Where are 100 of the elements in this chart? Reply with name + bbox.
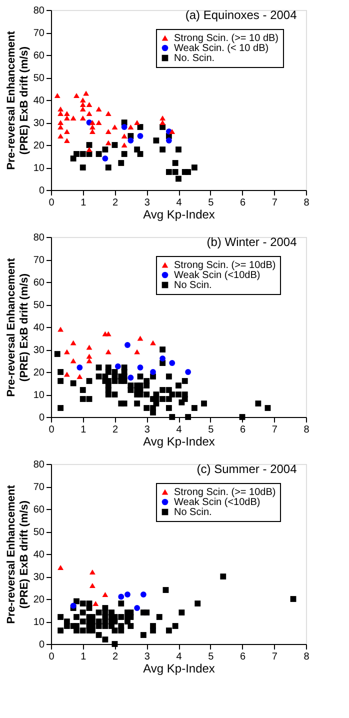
y-tick-label: 60 — [33, 50, 45, 62]
y-tick-label: 0 — [38, 640, 45, 650]
x-axis-title: Avg Kp-Index — [143, 434, 215, 448]
point — [105, 331, 112, 336]
y-tick-label: 20 — [33, 140, 45, 152]
x-tick-label: 6 — [240, 424, 246, 436]
y-axis-title: Pre-reversal Enhancement (PRE) ExB drift (m/s) — [5, 30, 30, 170]
x-tick-label: 7 — [272, 198, 278, 208]
y-tick-label: 60 — [33, 504, 45, 516]
y-tick-label: 60 — [33, 278, 45, 288]
point — [76, 374, 83, 380]
point — [121, 124, 128, 130]
point — [166, 138, 172, 144]
point — [76, 364, 83, 370]
point — [58, 106, 64, 112]
point — [86, 110, 92, 116]
y-tick-label: 70 — [33, 28, 45, 39]
legend-label: Strong Scin. (>= 10dB) — [174, 260, 276, 271]
point — [114, 363, 121, 370]
point — [137, 336, 144, 341]
point — [64, 110, 70, 116]
x-tick-label: 7 — [272, 424, 278, 436]
point — [160, 115, 166, 121]
x-tick-label: 4 — [176, 652, 182, 662]
point — [140, 592, 146, 598]
y-axis-title: Pre-reversal Enhancement (PRE) ExB drift (m/s) — [5, 258, 30, 397]
point — [89, 582, 96, 588]
point — [153, 138, 160, 144]
point — [172, 160, 178, 166]
point — [92, 600, 99, 606]
y-tick-label: 50 — [33, 527, 45, 538]
x-tick-label: 1 — [80, 424, 87, 436]
point — [70, 115, 76, 121]
point — [105, 140, 112, 146]
x-tick-label: 4 — [176, 424, 182, 436]
y-tick-label: 10 — [33, 163, 45, 174]
point — [176, 176, 182, 182]
point — [185, 369, 192, 375]
point — [191, 164, 198, 170]
x-tick-label: 7 — [272, 652, 278, 662]
point — [86, 102, 92, 108]
point — [176, 146, 182, 152]
point — [86, 344, 92, 350]
point — [70, 602, 76, 609]
legend-label: No. Scin. — [174, 53, 215, 64]
y-tick-label: 80 — [33, 6, 45, 16]
y-tick-label: 70 — [33, 255, 45, 266]
x-tick-label: 2 — [112, 198, 118, 208]
point — [134, 605, 140, 611]
point — [102, 156, 108, 162]
point — [160, 146, 166, 152]
point — [80, 164, 86, 170]
y-tick-label: 80 — [33, 232, 45, 244]
x-tick-label: 0 — [48, 652, 55, 662]
point — [58, 326, 64, 332]
point — [128, 138, 134, 144]
legend-label: No Scin. — [174, 507, 212, 518]
y-tick-label: 0 — [38, 412, 45, 424]
point — [112, 142, 118, 148]
point — [105, 110, 112, 116]
point — [128, 124, 134, 130]
x-tick-label: 5 — [208, 652, 214, 662]
point — [137, 133, 144, 139]
y-tick-label: 10 — [33, 390, 45, 401]
point — [58, 120, 64, 126]
point — [64, 372, 70, 377]
y-tick-label: 50 — [33, 73, 45, 84]
point — [105, 128, 112, 134]
x-tick-label: 8 — [304, 198, 310, 208]
x-tick-label: 2 — [112, 652, 118, 662]
x-tick-label: 6 — [240, 198, 246, 208]
point — [118, 594, 124, 600]
x-tick-label: 6 — [240, 652, 246, 662]
y-tick-label: 50 — [33, 300, 45, 311]
legend-label: No Scin. — [174, 280, 212, 291]
point — [160, 356, 166, 362]
point — [118, 160, 124, 166]
chart-title: (a) Equinoxes - 2004 — [185, 8, 298, 22]
point — [58, 564, 64, 570]
y-axis-title: Pre-reversal Enhancement (PRE) ExB drift (m/s) — [5, 484, 30, 624]
y-tick-label: 40 — [33, 550, 45, 560]
y-tick-label: 30 — [33, 345, 45, 356]
y-tick-label: 0 — [38, 186, 45, 196]
chart-title: (b) Winter - 2004 — [206, 235, 298, 249]
point — [134, 349, 140, 354]
x-tick-label: 5 — [208, 198, 214, 208]
point — [150, 340, 156, 346]
point — [105, 349, 112, 354]
point — [137, 151, 144, 157]
point — [86, 358, 92, 364]
point — [70, 340, 76, 346]
chart-title: (c) Summer - 2004 — [196, 462, 298, 476]
y-tick-label: 40 — [33, 96, 45, 106]
point — [134, 120, 140, 126]
point — [102, 592, 108, 598]
legend-label: Strong Scin. (>= 10dB) — [174, 487, 276, 498]
x-tick-label: 4 — [176, 198, 182, 208]
x-tick-label: 3 — [144, 198, 150, 208]
point — [89, 569, 96, 575]
legend-label: Weak Scin (<10dB) — [174, 270, 260, 281]
